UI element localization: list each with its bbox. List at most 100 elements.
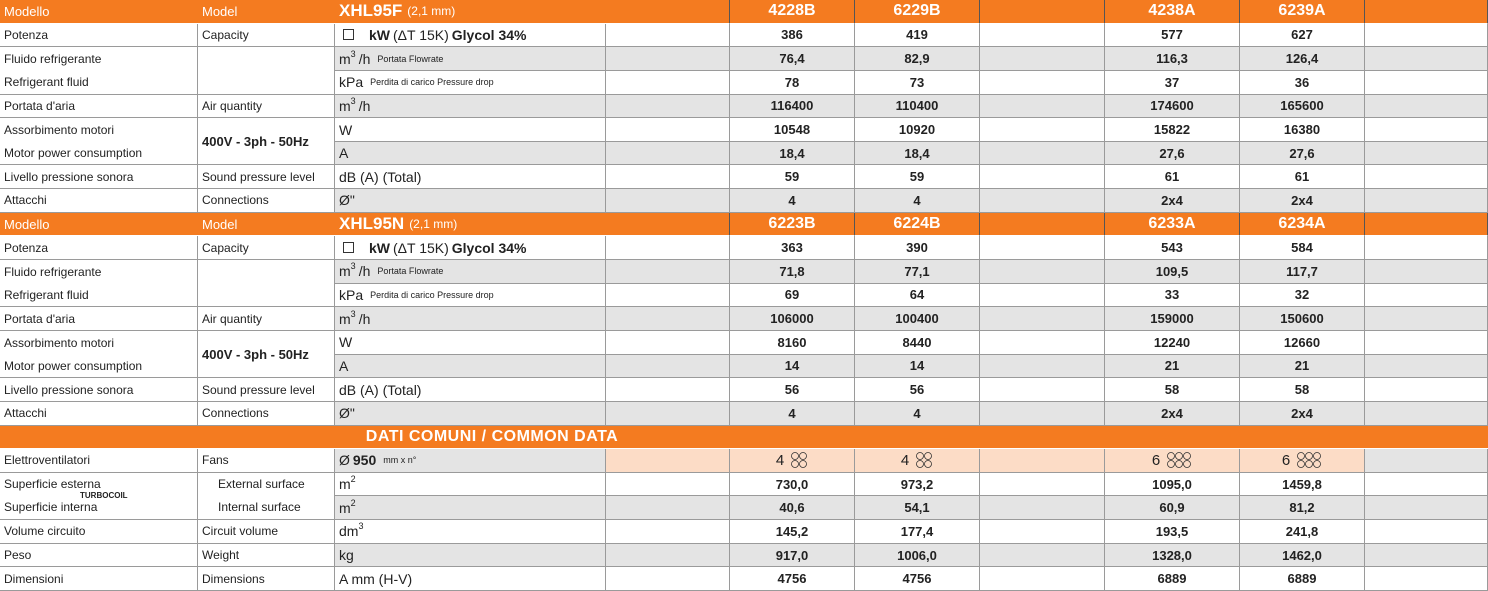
value: 390 [906, 240, 928, 256]
value: 543 [1161, 240, 1183, 256]
value: 71,8 [779, 263, 805, 279]
empty-cell [1365, 47, 1488, 71]
value-cell: 54,1 [855, 496, 980, 521]
group-spec [198, 260, 335, 308]
empty-cell [980, 141, 1105, 166]
fan-circle [916, 460, 925, 469]
group-label: Superficie esterna Superficie interna TURB… [0, 472, 198, 521]
unit-cell: kW (ΔT 15K) Glycol 34% [335, 236, 606, 261]
empty-cell [980, 47, 1105, 71]
value: 100400 [895, 311, 939, 327]
unit-cell: kPa Perdita di carico Pressure drop [335, 283, 606, 308]
unit-cell: dm 3 [335, 520, 606, 544]
value: 4 [788, 405, 796, 421]
header-gap [980, 212, 1105, 237]
value: 27,6 [1289, 145, 1315, 161]
label-en: Circuit volume [202, 524, 279, 539]
value: 10920 [898, 122, 936, 137]
empty-cell [980, 401, 1105, 426]
value-cell: 109,5 [1105, 260, 1240, 284]
value: 77,1 [904, 263, 930, 279]
value-cell: 363 [730, 236, 855, 261]
unit-cell: W [335, 118, 606, 142]
value-cell: 2x4 [1105, 189, 1240, 213]
label-en: Air quantity [202, 311, 263, 326]
empty-cell [980, 283, 1105, 308]
value-cell: 126,4 [1240, 47, 1365, 71]
empty-cell [606, 520, 730, 544]
empty-cell [606, 94, 730, 119]
label-en: External surface [218, 477, 305, 492]
value: 60,9 [1159, 500, 1185, 516]
value-cell: 6 [1105, 449, 1240, 473]
unit-model: 6239A [1240, 0, 1365, 24]
empty-cell [980, 70, 1105, 95]
value: 159000 [1150, 311, 1194, 327]
fan-icon [1167, 452, 1192, 469]
empty-cell [1365, 520, 1488, 544]
value: 145,2 [775, 523, 809, 539]
label-it: Potenza [0, 23, 198, 48]
label-it: Livello pressione sonora [4, 169, 134, 184]
empty-cell [980, 449, 1105, 473]
value-cell: 543 [1105, 236, 1240, 261]
value-cell: 21 [1240, 354, 1365, 379]
model-code: 6234A [1278, 215, 1326, 233]
value: 1095,0 [1152, 476, 1192, 492]
value: 584 [1291, 240, 1313, 256]
label-it: Potenza [0, 236, 198, 261]
label-it: Superficie interna [4, 500, 98, 515]
fan-icon [791, 452, 808, 469]
unit-cell: kPa Perdita di carico Pressure drop [335, 70, 606, 95]
empty-cell [606, 567, 730, 591]
unit-text: 2 [350, 497, 356, 508]
empty-cell [1365, 496, 1488, 521]
value: 165600 [1280, 98, 1324, 114]
value: 106000 [770, 311, 814, 327]
model-name: XHL95N [339, 214, 405, 234]
value-cell: 2x4 [1240, 189, 1365, 213]
value: 363 [781, 240, 803, 256]
label-en: Air quantity [198, 307, 335, 331]
unit-text: dm [339, 523, 359, 540]
empty-cell [980, 165, 1105, 190]
value: 21 [1164, 358, 1180, 374]
fan-circle [799, 460, 808, 469]
unit-model: 4228B [730, 0, 855, 24]
value: 18,4 [904, 145, 930, 161]
fan-icon [916, 452, 933, 469]
value: 174600 [1150, 98, 1194, 114]
unit-text: 950 [352, 452, 377, 469]
unit-cell: A [335, 141, 606, 166]
unit-cell: dB (A) (Total) [335, 165, 606, 190]
unit-text: kPa [339, 286, 364, 303]
fan-circle [1305, 460, 1314, 469]
value-cell: 150600 [1240, 307, 1365, 331]
value-cell: 4 [730, 401, 855, 426]
model-code: 6239A [1278, 2, 1326, 20]
unit-cell: kg [335, 543, 606, 568]
header-gap [980, 0, 1105, 24]
value: 386 [781, 27, 803, 43]
empty-cell [1365, 23, 1488, 48]
value: 73 [909, 74, 925, 90]
fan-icon [1297, 452, 1322, 469]
label-it: Attacchi [0, 401, 198, 426]
value: 56 [784, 382, 800, 398]
spec: 400V - 3ph - 50Hz [202, 346, 309, 362]
value-cell: 577 [1105, 23, 1240, 48]
unit-text: m [339, 50, 351, 67]
value: 61 [1294, 169, 1310, 185]
value-cell: 6889 [1240, 567, 1365, 591]
empty-cell [606, 118, 730, 142]
value: 116400 [770, 98, 814, 114]
group-spec: 400V - 3ph - 50Hz [198, 330, 335, 379]
value: 116,3 [1156, 51, 1188, 67]
value: 16380 [1283, 122, 1321, 137]
value: 6 [1281, 451, 1291, 469]
unit-text: 2 [350, 474, 356, 485]
label-it: Fluido refrigerante [4, 264, 102, 279]
label-it: Elettroventilatori [0, 449, 198, 473]
empty-cell [1365, 307, 1488, 331]
